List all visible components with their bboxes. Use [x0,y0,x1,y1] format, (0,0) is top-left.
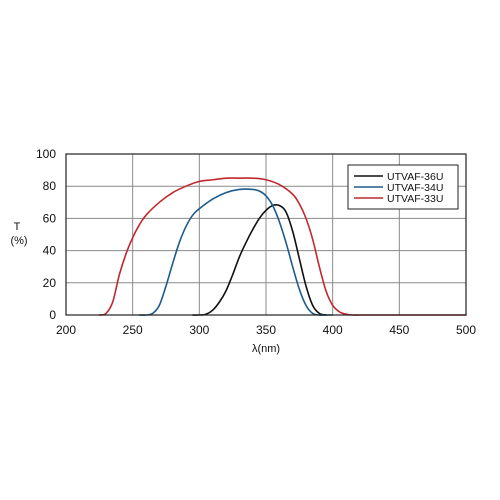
plot-frame [65,153,467,316]
y-tick-label: 80 [43,179,57,193]
y-tick-label: 100 [36,147,56,161]
x-tick-label: 500 [456,323,476,337]
y-tick-labels: 0 20 40 60 80 100 [36,147,56,322]
y-axis-label-bottom: (%) [10,235,27,247]
series-line-utvaf-34u [138,188,334,316]
legend-label-utvaf-34u: UTVAF-34U [387,182,443,194]
legend-label-utvaf-36u: UTVAF-36U [387,171,443,183]
x-tick-label: 250 [123,323,143,337]
y-tick-label: 0 [49,308,56,322]
x-tick-label: 200 [56,323,76,337]
x-tick-label: 350 [256,323,276,337]
y-tick-label: 40 [43,244,57,258]
x-tick-label: 400 [323,323,343,337]
y-axis-label-top: T [14,221,21,233]
x-tick-labels: 200 250 300 350 400 450 500 [56,323,476,337]
y-tick-label: 60 [43,211,57,225]
series-line-utvaf-36u [191,204,327,316]
x-tick-label: 450 [389,323,409,337]
y-tick-label: 20 [43,276,57,290]
series-line-utvaf-33u [98,177,467,316]
x-axis-label: λ(nm) [252,343,280,355]
legend: UTVAF-36U UTVAF-34U UTVAF-33U [347,164,459,210]
x-tick-label: 300 [189,323,209,337]
legend-label-utvaf-33u: UTVAF-33U [387,193,443,205]
series-lines [98,177,467,316]
